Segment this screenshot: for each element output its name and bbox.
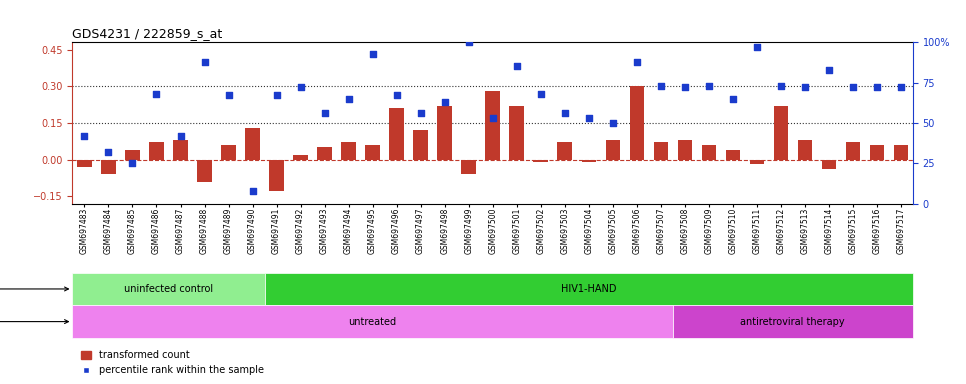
Point: [341, 96, 356, 102]
Point: [125, 160, 140, 166]
Bar: [72, 305, 672, 338]
Point: [845, 84, 861, 91]
Point: [197, 58, 213, 65]
Point: [557, 110, 573, 116]
Bar: [294, 155, 308, 159]
Bar: [509, 106, 524, 159]
Bar: [701, 145, 716, 159]
Text: disease state: disease state: [0, 284, 69, 294]
Bar: [582, 159, 596, 162]
Point: [797, 84, 812, 91]
Bar: [221, 145, 236, 159]
Bar: [845, 142, 860, 159]
Bar: [462, 159, 476, 174]
Text: antiretroviral therapy: antiretroviral therapy: [741, 316, 845, 327]
Bar: [101, 159, 116, 174]
Point: [701, 83, 717, 89]
Point: [244, 187, 260, 194]
Point: [389, 93, 405, 99]
Bar: [533, 159, 548, 162]
Legend: transformed count, percentile rank within the sample: transformed count, percentile rank withi…: [77, 346, 268, 379]
Point: [773, 83, 788, 89]
Point: [485, 115, 500, 121]
Bar: [126, 150, 140, 159]
Bar: [677, 140, 692, 159]
Point: [412, 110, 428, 116]
Bar: [630, 86, 644, 159]
Bar: [150, 142, 163, 159]
Text: agent: agent: [0, 316, 69, 327]
Bar: [438, 106, 452, 159]
Bar: [173, 140, 187, 159]
Bar: [365, 145, 380, 159]
Point: [869, 84, 885, 91]
Bar: [606, 140, 620, 159]
Bar: [270, 159, 284, 191]
Point: [100, 149, 116, 155]
Text: untreated: untreated: [349, 316, 397, 327]
Bar: [265, 273, 913, 305]
Point: [173, 133, 188, 139]
Point: [725, 96, 741, 102]
Bar: [774, 106, 788, 159]
Point: [653, 83, 668, 89]
Bar: [798, 140, 812, 159]
Bar: [318, 147, 331, 159]
Bar: [672, 305, 913, 338]
Bar: [822, 159, 836, 169]
Text: HIV1-HAND: HIV1-HAND: [561, 284, 616, 294]
Point: [605, 120, 620, 126]
Bar: [413, 130, 428, 159]
Point: [894, 84, 909, 91]
Point: [365, 50, 381, 56]
Bar: [654, 142, 668, 159]
Point: [821, 66, 837, 73]
Bar: [725, 150, 740, 159]
Point: [293, 84, 308, 91]
Bar: [341, 142, 355, 159]
Point: [581, 115, 596, 121]
Bar: [77, 159, 92, 167]
Point: [461, 39, 476, 45]
Point: [149, 91, 164, 97]
Text: GDS4231 / 222859_s_at: GDS4231 / 222859_s_at: [72, 26, 223, 40]
Point: [677, 84, 693, 91]
Bar: [389, 108, 404, 159]
Point: [317, 110, 332, 116]
Point: [221, 93, 237, 99]
Bar: [750, 159, 764, 164]
Bar: [869, 145, 884, 159]
Point: [269, 93, 284, 99]
Point: [76, 133, 92, 139]
Point: [437, 99, 452, 105]
Point: [629, 58, 644, 65]
Bar: [486, 91, 499, 159]
Point: [509, 63, 525, 70]
Point: [749, 44, 764, 50]
Bar: [197, 159, 212, 182]
Bar: [72, 273, 265, 305]
Bar: [245, 128, 260, 159]
Text: uninfected control: uninfected control: [124, 284, 213, 294]
Point: [533, 91, 549, 97]
Bar: [557, 142, 572, 159]
Bar: [894, 145, 908, 159]
